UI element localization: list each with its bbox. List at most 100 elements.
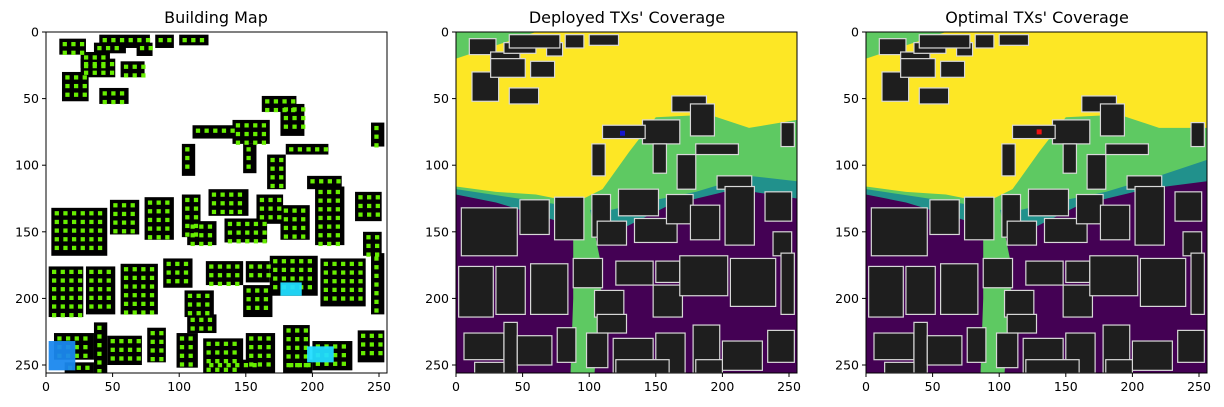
tx-candidate [121,220,127,225]
panel-optimal-coverage: Optimal TXs' Coverage 0 50 100 150 200 250 0 50… [820,0,1220,407]
tx-candidate [187,293,193,299]
tx-candidate [175,261,180,267]
tx-candidate [80,211,85,216]
tx-candidate [246,155,251,161]
tx-candidate [266,264,271,269]
tx-candidate [159,348,164,353]
tx-candidate [165,217,170,223]
building [1006,313,1038,334]
tx-candidate [97,269,103,275]
building [508,34,561,49]
tx-candidate [349,261,354,267]
tx-candidate [374,256,379,261]
tx-candidate [332,279,337,284]
tx-candidate [366,252,371,257]
tx-candidate [349,279,354,284]
tx-candidate [323,279,328,284]
tx-candidate [128,37,133,43]
x-tick-label: 50 [515,379,531,394]
tx-candidate [110,339,115,344]
tx-candidate [374,299,379,305]
tx-candidate [89,295,94,301]
tx-candidate [89,211,94,216]
tx-candidate [335,224,340,229]
tx-candidate [71,211,77,216]
building [767,329,795,363]
tx-candidate [60,313,65,318]
tx-candidate [196,311,201,316]
building [926,335,963,366]
tx-candidate [253,230,259,235]
y-tick-label: 200 [425,291,449,306]
tx-candidate [71,41,76,47]
tx-candidate [341,344,346,349]
y-tick-label: 50 [23,91,39,106]
tx-candidate [374,125,379,131]
tx-candidate [318,215,323,221]
building [641,119,681,145]
tx-candidate [281,259,287,264]
tx-candidate [97,245,103,251]
tx-candidate [318,224,323,229]
buildings-layer [458,34,795,373]
tx-candidate [237,201,243,206]
building [1134,185,1165,246]
tx-candidate [318,241,323,247]
tx-candidate [113,229,118,234]
tx-candidate [358,261,363,267]
tx-candidate [290,267,295,273]
tx-candidate [223,367,229,372]
building [665,193,694,225]
tx-candidate [335,241,340,247]
tx-candidate [89,269,94,275]
building [474,361,505,373]
tx-candidate [257,273,263,278]
tx-candidate [110,356,115,361]
tx-candidate [361,351,366,356]
tx-candidate [318,233,323,238]
tx-candidate [318,189,323,195]
tx-candidate [97,237,103,242]
building [724,185,755,246]
building [868,265,904,318]
tx-candidate [318,207,323,212]
y-tick-label: 150 [425,224,449,239]
building [1065,260,1091,284]
tx-candidate [65,83,70,89]
tx-candidate [369,333,374,338]
tx-candidate [295,354,300,359]
building [1001,143,1016,177]
y-tick-label: 250 [15,358,39,373]
tx-candidate [179,353,185,358]
tx-candidate [243,363,249,368]
tx-candidate [319,179,324,184]
tx-candidate [175,270,180,275]
tx-candidate [127,347,133,352]
tx-candidate [277,206,282,211]
tx-candidate [147,235,153,240]
tx-candidate [361,342,366,347]
building [1105,143,1149,156]
tx-candidate [215,367,220,372]
buildings-layer [868,34,1205,373]
tx-candidate [335,233,340,238]
tx-candidate [286,363,291,368]
tx-candidate [166,261,171,267]
tx-candidate [333,344,338,349]
building [463,332,505,361]
tx-candidate [132,284,137,289]
tx-candidate [199,241,204,247]
tx-candidate [111,91,116,96]
tx-candidate [89,304,94,309]
building [572,257,604,289]
tx-candidate [217,281,223,287]
tx-candidate [185,155,190,161]
tx-candidate [119,99,125,105]
tx-candidate [257,362,263,367]
building [1086,153,1107,190]
tx-candidate [150,331,155,336]
tx-candidate [101,61,106,67]
tx-candidate [292,124,297,129]
tx-candidate [119,339,124,344]
